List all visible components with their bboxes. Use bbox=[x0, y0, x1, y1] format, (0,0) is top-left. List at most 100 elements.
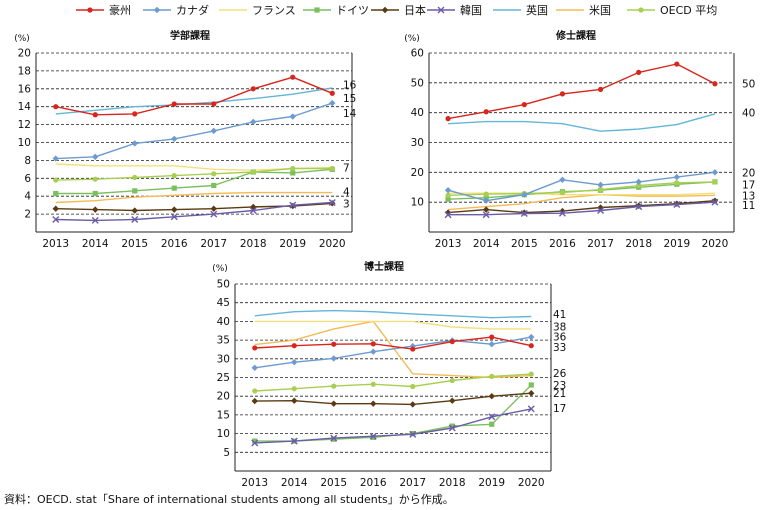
legend-swatch bbox=[556, 9, 584, 11]
data-point bbox=[635, 203, 643, 211]
legend-swatch bbox=[303, 7, 331, 13]
y-tick-label: 10 bbox=[411, 197, 424, 209]
data-point bbox=[521, 191, 528, 198]
series-line bbox=[448, 201, 715, 216]
end-value-label: 17 bbox=[553, 403, 566, 415]
y-tick-label: 15 bbox=[217, 409, 230, 421]
end-value-label: 11 bbox=[742, 200, 755, 212]
data-point bbox=[171, 101, 177, 107]
legend-swatch bbox=[76, 7, 104, 13]
legend-item: OECD 平均 bbox=[626, 2, 717, 18]
data-point bbox=[211, 101, 217, 107]
series-line bbox=[448, 200, 715, 214]
series-line bbox=[254, 336, 532, 350]
data-point bbox=[528, 390, 535, 397]
y-tick-label: 60 bbox=[411, 48, 424, 60]
data-point bbox=[489, 421, 495, 427]
data-point bbox=[445, 116, 451, 122]
series-line bbox=[55, 201, 333, 222]
data-point bbox=[289, 113, 296, 120]
data-point bbox=[211, 171, 217, 177]
x-tick-label: 2013 bbox=[435, 238, 462, 250]
data-point bbox=[409, 430, 417, 438]
data-point bbox=[528, 371, 534, 377]
legend-swatch bbox=[371, 6, 399, 14]
data-point bbox=[488, 341, 495, 348]
y-tick-label: 50 bbox=[217, 279, 230, 291]
data-point bbox=[250, 169, 256, 175]
data-point bbox=[559, 207, 566, 215]
series-line bbox=[448, 181, 715, 196]
end-value-label: 14 bbox=[343, 108, 357, 120]
data-point bbox=[53, 177, 59, 183]
legend-label: 米国 bbox=[589, 4, 611, 17]
x-tick-label: 2014 bbox=[281, 477, 308, 489]
legend-item: カナダ bbox=[142, 2, 209, 18]
x-tick-label: 2013 bbox=[42, 238, 69, 250]
data-point bbox=[483, 109, 489, 115]
end-value-label: 38 bbox=[553, 322, 566, 334]
end-value-label: 26 bbox=[553, 368, 567, 380]
data-point bbox=[251, 364, 258, 371]
legend-item: ドイツ bbox=[302, 2, 369, 18]
data-point bbox=[92, 112, 98, 118]
data-point bbox=[331, 341, 337, 347]
x-tick-label: 2020 bbox=[319, 238, 346, 250]
legend-item: 英国 bbox=[492, 2, 548, 18]
legend-item: フランス bbox=[218, 2, 296, 18]
series-line bbox=[447, 63, 716, 120]
data-point bbox=[712, 179, 718, 185]
data-point bbox=[53, 190, 59, 197]
data-point bbox=[252, 345, 258, 351]
data-point bbox=[597, 86, 604, 92]
y-tick-label: 6 bbox=[24, 173, 31, 185]
x-tick-label: 2019 bbox=[478, 477, 505, 489]
legend-label: 韓国 bbox=[460, 4, 482, 17]
series-line bbox=[448, 193, 715, 211]
data-point bbox=[559, 91, 566, 97]
y-axis-unit-label: (%) bbox=[14, 34, 30, 44]
source-note: 資料：OECD. stat「Share of international stu… bbox=[4, 493, 454, 506]
legend-marker bbox=[381, 6, 389, 14]
data-point bbox=[171, 135, 178, 143]
chart-svg: 博士課程 (%) 5 10 15 20 25 30 35 40 45 50 2013 2014 2015 20… bbox=[212, 260, 567, 489]
legend-marker bbox=[314, 7, 320, 13]
end-value-label: 17 bbox=[742, 179, 755, 191]
end-value-label: 21 bbox=[553, 388, 566, 400]
series-line bbox=[55, 102, 333, 160]
data-point bbox=[370, 341, 376, 347]
legend-label: 英国 bbox=[526, 4, 548, 17]
series-line bbox=[55, 167, 333, 181]
chart-title: 学部課程 bbox=[170, 29, 210, 42]
y-tick-label: 30 bbox=[411, 137, 424, 149]
data-point bbox=[210, 210, 218, 218]
legend-label: ドイツ bbox=[336, 4, 369, 17]
data-point bbox=[329, 165, 335, 172]
data-point bbox=[636, 182, 642, 189]
data-point bbox=[330, 434, 338, 442]
chart-svg: 学部課程 (%) 2 4 6 8 10 12 14 16 18 20 2013 2014 2015 2016 2… bbox=[14, 29, 357, 250]
end-value-label: 36 bbox=[553, 331, 567, 343]
data-point bbox=[449, 377, 455, 384]
data-point bbox=[444, 209, 452, 216]
end-value-label: 50 bbox=[742, 79, 755, 91]
data-point bbox=[448, 424, 456, 432]
data-point bbox=[489, 373, 495, 379]
series-line bbox=[447, 171, 715, 202]
data-point bbox=[171, 185, 177, 191]
data-point bbox=[92, 153, 99, 161]
data-point bbox=[250, 118, 257, 126]
x-tick-label: 2018 bbox=[439, 477, 466, 489]
data-point bbox=[370, 434, 376, 440]
data-point bbox=[250, 86, 256, 92]
data-point bbox=[131, 215, 139, 223]
data-point bbox=[291, 397, 298, 404]
end-value-label: 7 bbox=[343, 163, 350, 175]
y-tick-label: 50 bbox=[411, 77, 424, 89]
data-point bbox=[251, 397, 258, 405]
y-tick-label: 20 bbox=[217, 391, 230, 403]
x-tick-label: 2019 bbox=[663, 238, 690, 250]
data-point bbox=[52, 205, 59, 212]
series-line bbox=[254, 408, 532, 444]
data-point bbox=[488, 393, 495, 400]
